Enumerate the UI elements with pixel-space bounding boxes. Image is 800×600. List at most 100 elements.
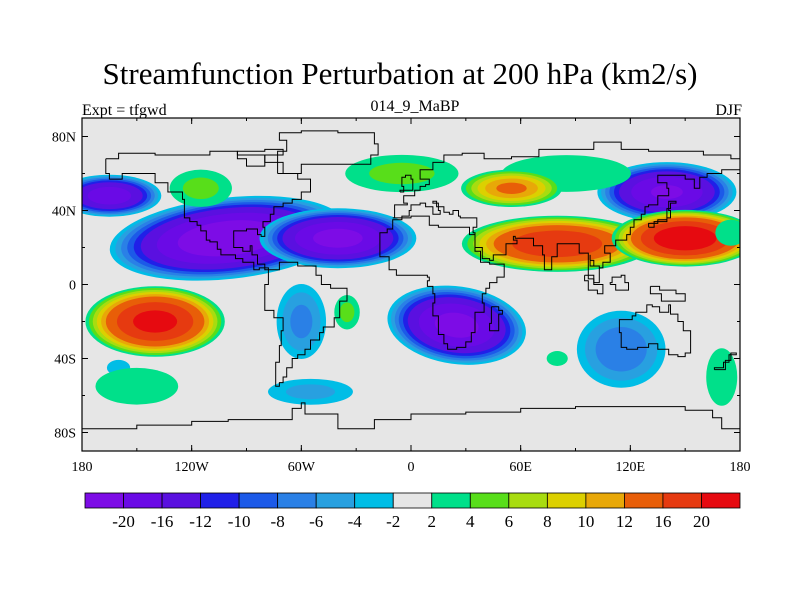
colorbar-box <box>315 492 356 509</box>
colorbar-label: 16 <box>654 512 671 531</box>
coastline <box>82 402 740 430</box>
colorbar-label: -20 <box>112 512 135 531</box>
x-tick-label: 60W <box>288 460 316 475</box>
contour-band <box>496 182 527 194</box>
field-blob <box>611 209 740 267</box>
colorbar-box <box>469 492 510 509</box>
x-tick-label: 120E <box>616 460 646 475</box>
contour-band <box>95 367 179 405</box>
colorbar-label: -2 <box>386 512 400 531</box>
coastlines <box>82 130 740 430</box>
coastline <box>648 200 677 228</box>
contour-band <box>369 162 435 185</box>
coastline <box>236 148 284 167</box>
contour-band <box>434 312 479 338</box>
contour-band <box>715 219 740 246</box>
colorbar-label: 10 <box>577 512 594 531</box>
coastline <box>609 274 629 291</box>
colorbar-label: -12 <box>189 512 212 531</box>
colorbar-label: 4 <box>466 512 475 531</box>
field-blob <box>85 286 225 357</box>
field-blob <box>259 208 417 269</box>
y-tick-label: 40S <box>54 353 76 368</box>
experiment-label: Expt = tfgwd <box>82 102 167 119</box>
field-blob <box>461 169 562 208</box>
colorbar-label: 6 <box>505 512 514 531</box>
y-tick-label: 40N <box>52 205 76 220</box>
colorbar-label: 12 <box>616 512 633 531</box>
coastline <box>264 261 348 387</box>
coastline <box>584 274 604 295</box>
contour-field <box>82 118 740 451</box>
coastline <box>392 141 740 284</box>
field-blob <box>276 283 327 360</box>
colorbar-box <box>354 492 394 509</box>
axis-ticks: 180 120W 60W 0 60E 120E 180 80N 40N 0 40S 80S <box>52 118 751 475</box>
colorbar-box <box>546 492 587 509</box>
contour-band <box>182 177 219 200</box>
field-blob <box>267 378 353 405</box>
colorbar-box <box>585 492 625 509</box>
x-tick-label: 0 <box>408 460 415 475</box>
contour-band <box>313 228 363 248</box>
coastline <box>618 304 692 358</box>
y-tick-label: 80S <box>54 427 76 442</box>
field-blob <box>576 310 666 388</box>
coastline <box>649 285 686 302</box>
colorbar-label: -8 <box>271 512 285 531</box>
contour-band <box>546 351 568 366</box>
contour-band <box>706 348 738 406</box>
contour-band <box>595 327 647 372</box>
chart-title: Streamfunction Perturbation at 200 hPa (… <box>102 56 698 91</box>
field-blob <box>95 367 179 405</box>
coastline <box>277 130 379 174</box>
season-label: DJF <box>715 102 742 119</box>
x-tick-label: 120W <box>175 460 210 475</box>
field-blob <box>715 219 740 246</box>
coastline <box>489 306 503 332</box>
colorbar-label: -4 <box>348 512 363 531</box>
x-tick-label: 180 <box>730 460 751 475</box>
colorbar-box <box>508 492 548 509</box>
contour-band <box>290 304 313 339</box>
colorbar-label: 2 <box>428 512 437 531</box>
colorbar-box <box>238 492 279 509</box>
x-tick-label: 180 <box>72 460 93 475</box>
colorbar-label: 8 <box>543 512 552 531</box>
y-tick-label: 80N <box>52 131 76 146</box>
colorbar-box <box>123 492 163 509</box>
contour-band <box>133 310 178 333</box>
coastline <box>379 215 505 350</box>
colorbar-label: -6 <box>309 512 323 531</box>
coastline <box>713 352 737 371</box>
colorbar-label: -10 <box>228 512 251 531</box>
field-blob <box>169 169 232 207</box>
colorbar-box <box>624 492 664 509</box>
field-blob <box>334 295 360 330</box>
coastline <box>105 150 311 271</box>
colorbar-box <box>701 492 741 509</box>
contour-band <box>87 186 132 205</box>
field-blob <box>82 174 162 217</box>
colorbar: -20 -16 -12 -10 -8 -6 -4 -2 2 4 6 8 10 12 16 20 <box>84 492 741 531</box>
field-blob <box>546 351 568 366</box>
colorbar-box <box>392 492 433 509</box>
coastline <box>399 174 414 193</box>
y-tick-label: 0 <box>69 279 76 294</box>
contour-band <box>653 226 717 251</box>
field-blob <box>387 285 526 365</box>
x-tick-label: 60E <box>509 460 532 475</box>
contour-band <box>339 302 355 323</box>
colorbar-box <box>277 492 317 509</box>
colorbar-box <box>662 492 702 509</box>
colorbar-label: 20 <box>693 512 710 531</box>
colorbar-box <box>84 492 124 509</box>
contour-band <box>285 384 335 400</box>
colorbar-box <box>431 492 471 509</box>
colorbar-box <box>200 492 240 509</box>
colorbar-label: -16 <box>151 512 174 531</box>
run-label: 014_9_MaBP <box>370 98 460 115</box>
field-blob <box>345 154 459 193</box>
field-blob <box>706 348 738 406</box>
